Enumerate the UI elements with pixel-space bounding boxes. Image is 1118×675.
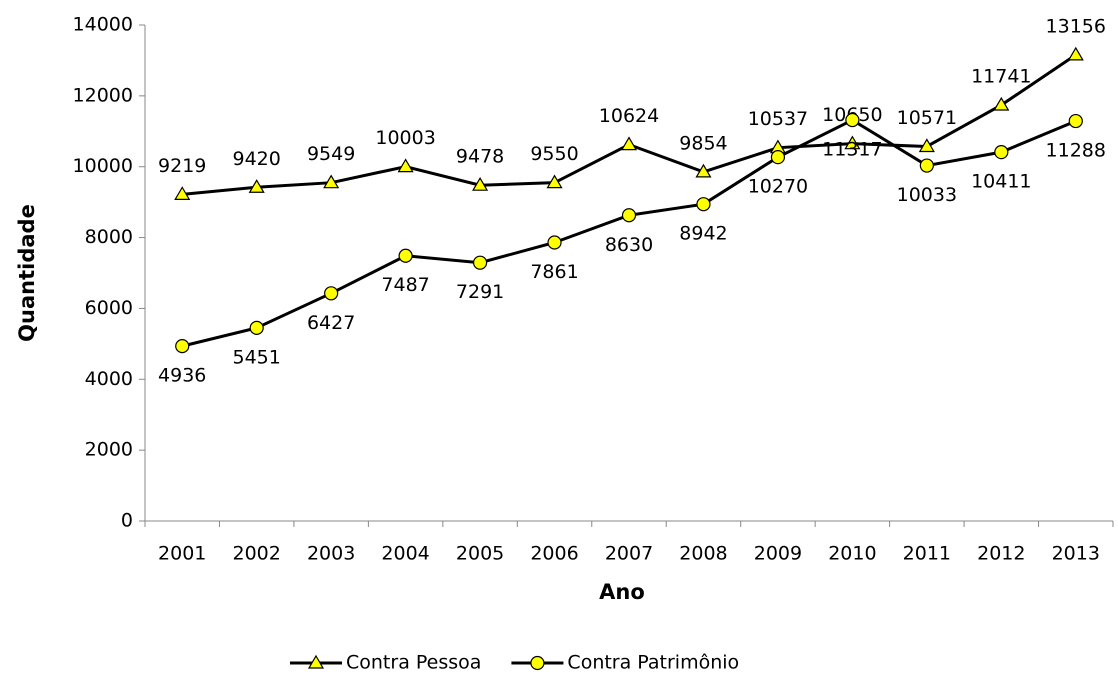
legend-label: Contra Patrimônio	[567, 652, 739, 674]
data-label: 10537	[748, 108, 808, 130]
data-label: 10411	[971, 171, 1031, 193]
data-label: 11288	[1046, 140, 1106, 162]
data-label: 5451	[233, 346, 281, 368]
point	[919, 158, 934, 173]
x-tick-label: 2010	[828, 543, 876, 565]
y-tick-label: 10000	[73, 155, 133, 177]
y-tick-label: 2000	[85, 439, 133, 461]
data-label: 4936	[158, 365, 206, 387]
y-tick-label: 0	[121, 510, 133, 532]
legend-label: Contra Pessoa	[346, 652, 481, 674]
data-label: 9478	[456, 146, 504, 168]
point	[1068, 113, 1083, 129]
data-label: 7861	[530, 261, 578, 283]
point	[770, 150, 786, 165]
data-label: 10033	[897, 184, 957, 206]
x-axis-title: Ano	[599, 580, 645, 604]
point	[472, 255, 488, 270]
data-label: 7487	[381, 274, 429, 296]
data-label: 7291	[456, 281, 504, 303]
data-label: 9420	[233, 148, 281, 170]
point	[844, 135, 861, 150]
data-label: 9219	[158, 155, 206, 177]
x-tick-label: 2006	[530, 543, 578, 565]
y-tick-label: 12000	[73, 84, 133, 106]
data-label: 11741	[971, 66, 1031, 88]
legend-marker	[307, 654, 325, 669]
point	[397, 158, 414, 173]
y-tick-label: 14000	[73, 14, 133, 36]
point	[323, 174, 340, 189]
x-tick-label: 2008	[679, 543, 727, 565]
point	[546, 174, 563, 189]
point	[621, 208, 637, 223]
y-axis-title: Quantidade	[15, 204, 39, 342]
data-label: 9550	[530, 143, 578, 165]
legend-marker	[530, 655, 545, 671]
x-tick-label: 2003	[307, 543, 355, 565]
y-tick-label: 8000	[85, 226, 133, 248]
point	[1067, 46, 1084, 61]
point	[175, 339, 190, 354]
data-label: 11317	[822, 139, 882, 161]
point	[248, 179, 265, 193]
point	[620, 136, 638, 151]
point	[324, 286, 339, 301]
x-tick-label: 2004	[381, 543, 429, 565]
point	[993, 96, 1010, 111]
x-tick-label: 2007	[605, 543, 653, 565]
x-tick-label: 2005	[456, 543, 504, 565]
y-tick-label: 6000	[85, 297, 133, 319]
data-label: 10571	[897, 107, 957, 129]
x-tick-label: 2012	[977, 543, 1025, 565]
data-label: 9854	[679, 132, 727, 154]
x-tick-label: 2013	[1052, 543, 1100, 565]
data-label: 8630	[605, 234, 653, 256]
x-tick-label: 2001	[158, 543, 206, 565]
point	[398, 248, 413, 263]
y-tick-label: 4000	[85, 368, 133, 390]
point	[696, 197, 711, 212]
x-tick-label: 2002	[233, 543, 281, 565]
data-label: 6427	[307, 312, 355, 334]
point	[994, 145, 1009, 160]
data-label: 13156	[1046, 15, 1106, 37]
point	[472, 177, 489, 191]
data-label: 9549	[307, 143, 355, 165]
x-tick-label: 2011	[903, 543, 951, 565]
data-label: 8942	[679, 223, 727, 245]
data-label: 10003	[375, 127, 435, 149]
point	[845, 112, 860, 128]
point	[695, 163, 712, 178]
point	[918, 138, 935, 153]
point	[249, 320, 264, 335]
point	[547, 235, 562, 250]
data-label: 10624	[599, 105, 659, 127]
data-label: 10270	[748, 176, 808, 198]
point	[174, 186, 191, 200]
x-tick-label: 2009	[754, 543, 802, 565]
